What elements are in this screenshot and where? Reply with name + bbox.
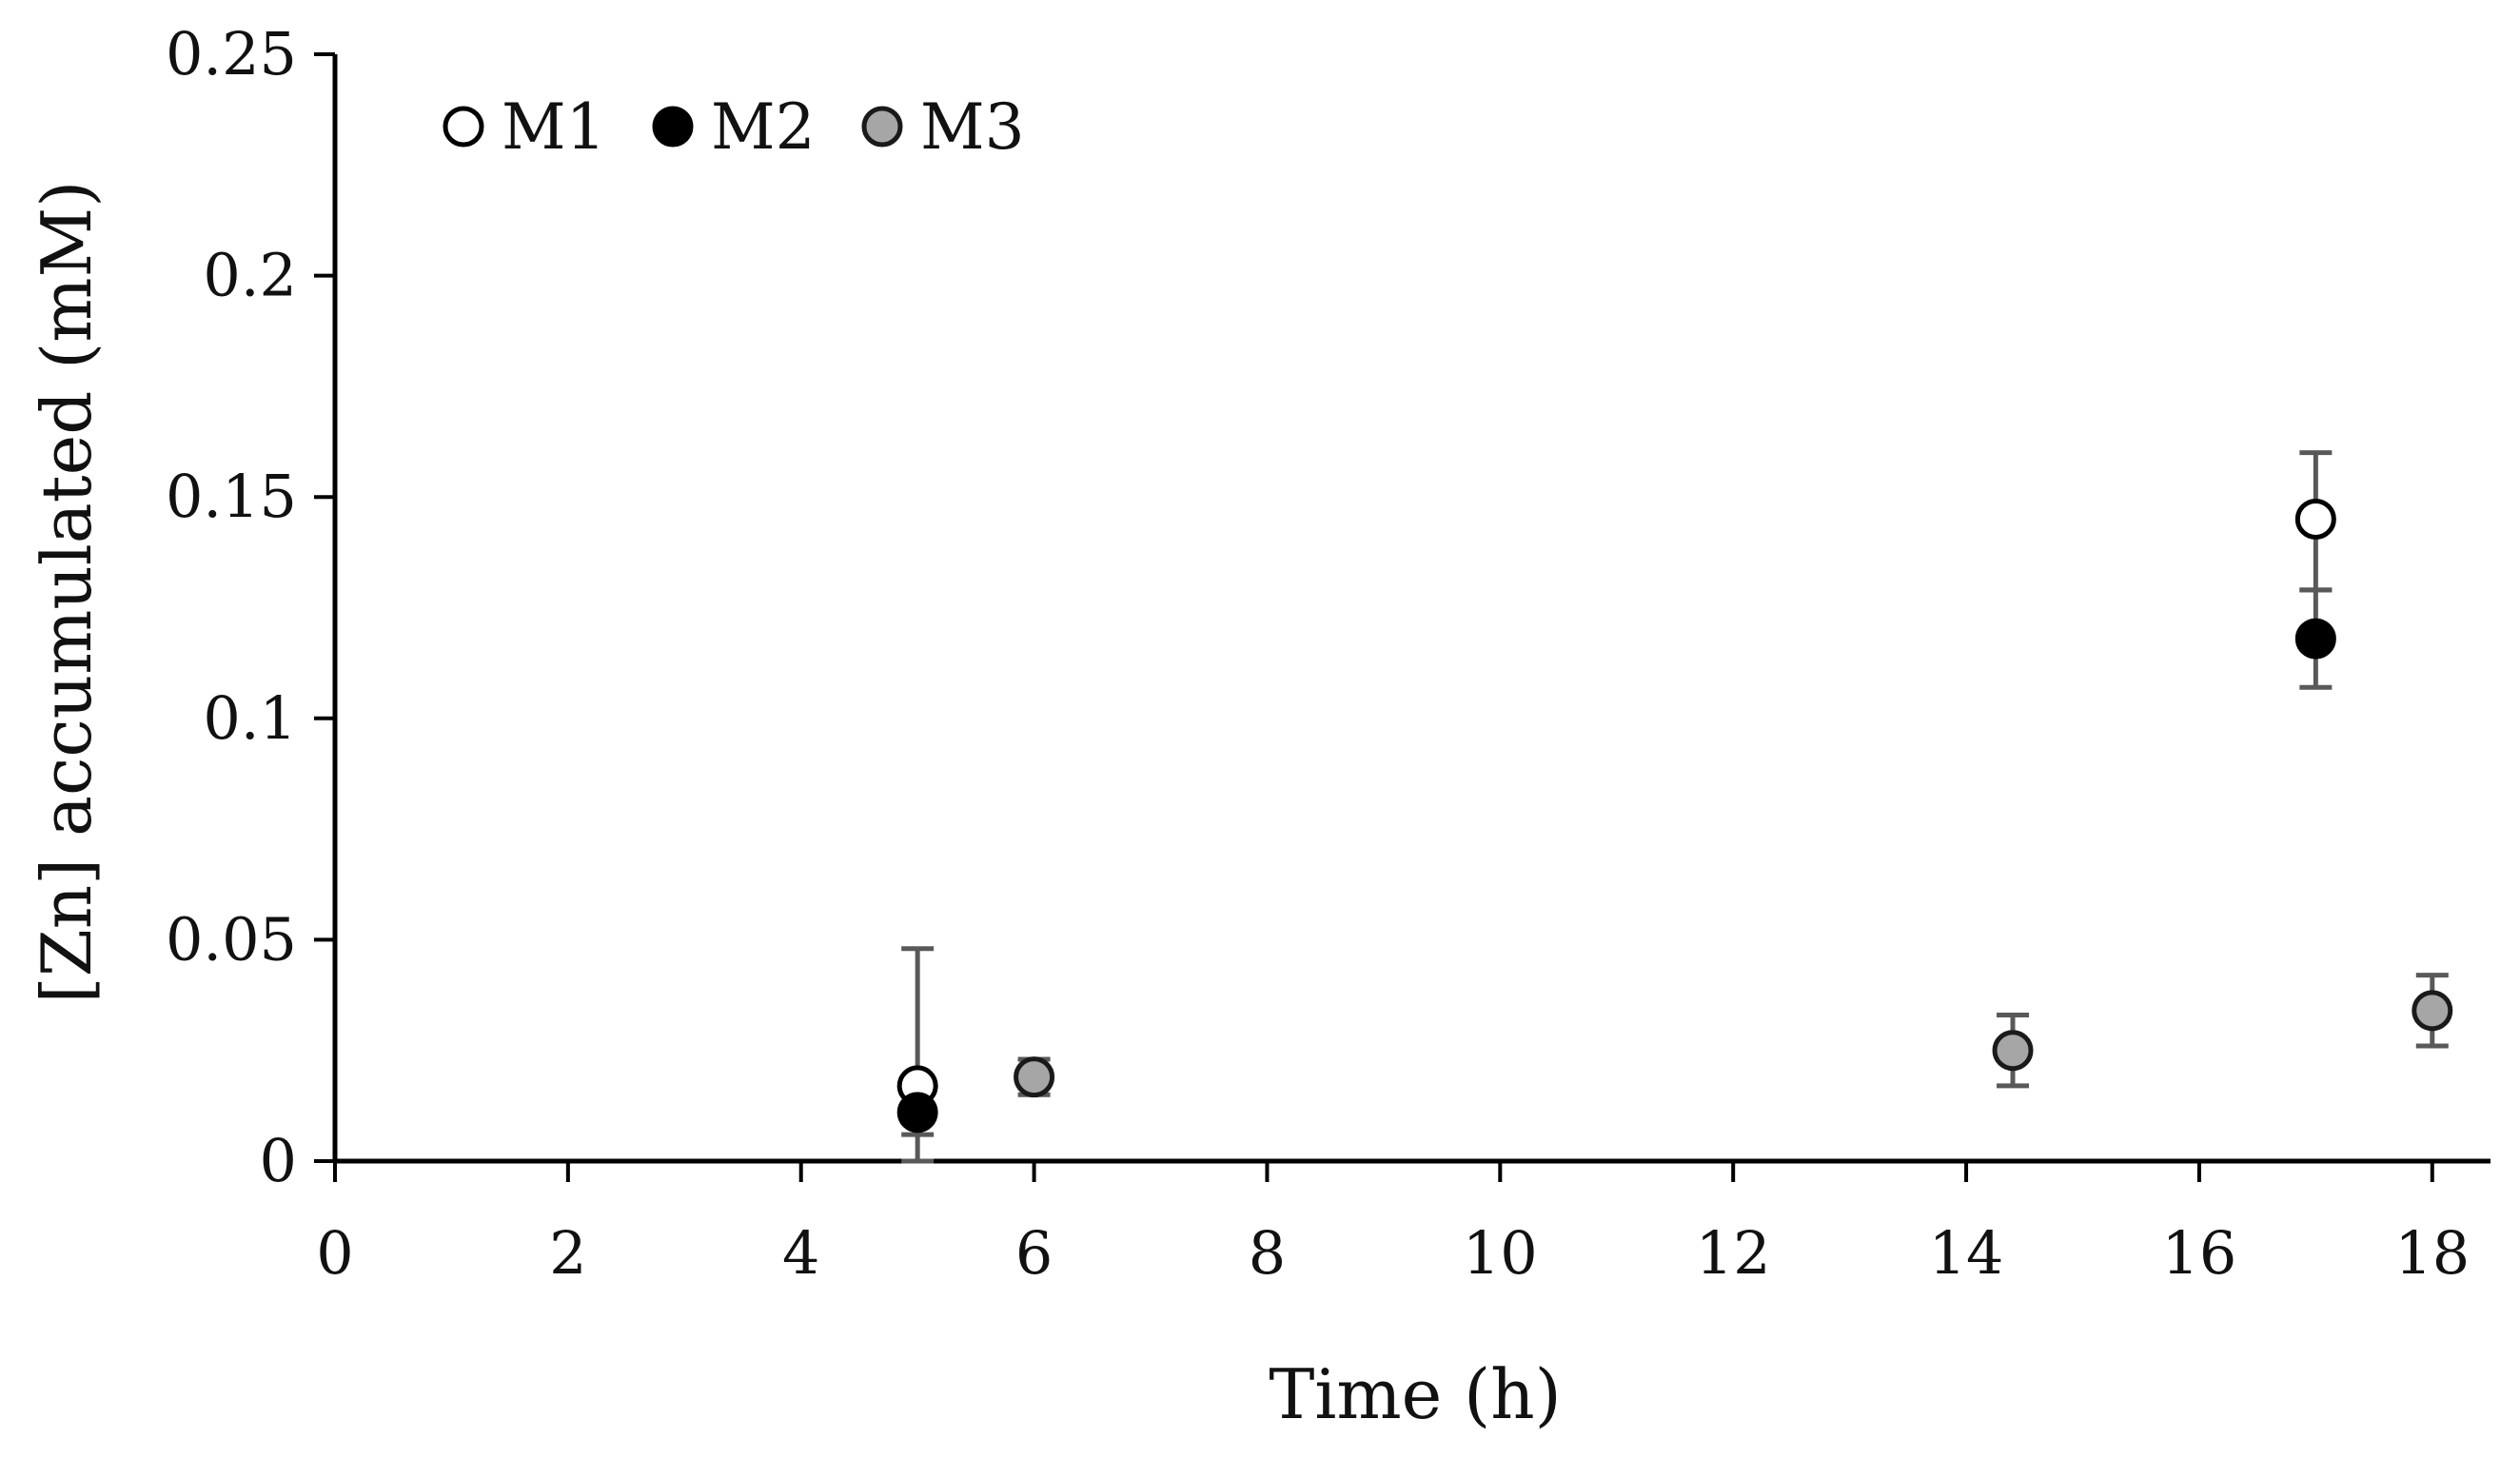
x-tick-label: 10 [1463,1218,1538,1288]
y-tick-label: 0.15 [166,462,297,531]
data-point-m2 [896,1092,938,1134]
legend-marker-m3 [861,106,903,148]
data-point-m1 [2294,498,2336,540]
legend-label-m3: M3 [920,90,1025,164]
x-tick-label: 16 [2161,1218,2236,1288]
x-tick-label: 2 [549,1218,586,1288]
y-tick-label: 0.25 [166,19,297,89]
data-point-m2 [2294,618,2336,660]
y-axis-title: [Zn] accumulated (mM) [27,181,107,1004]
data-point-m3 [1992,1030,2034,1072]
legend-marker-m2 [652,106,694,148]
error-bars [901,450,2449,1164]
x-tick-label: 4 [782,1218,819,1288]
y-tick-label: 0.05 [166,904,297,974]
y-tick-label: 0.2 [203,241,297,310]
legend-label-m2: M2 [711,90,816,164]
data-point-m3 [1014,1056,1055,1098]
x-tick-label: 8 [1249,1218,1286,1288]
y-tick-label: 0.1 [203,683,297,753]
x-tick-label: 14 [1929,1218,2004,1288]
legend: M1 M2 M3 [443,90,1025,164]
x-axis-title: Time (h) [1269,1354,1561,1434]
y-tick-label: 0 [260,1126,297,1195]
legend-marker-m1 [443,106,484,148]
axes [332,54,2490,1164]
ticks: 0 0.05 0.1 0.15 0.2 0.25 0 2 4 6 8 10 12 14 16 18 [166,19,2470,1288]
data-points [896,498,2453,1134]
x-tick-label: 12 [1696,1218,1771,1288]
x-tick-label: 18 [2394,1218,2470,1288]
x-tick-label: 0 [316,1218,353,1288]
legend-label-m1: M1 [502,90,606,164]
data-point-m3 [2412,990,2453,1032]
x-tick-label: 6 [1015,1218,1053,1288]
